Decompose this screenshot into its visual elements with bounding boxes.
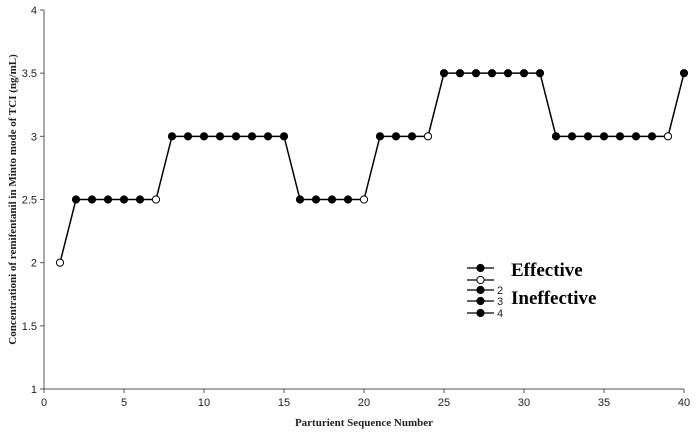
point-effective <box>103 195 113 204</box>
y-tick-label: 1 <box>31 384 37 396</box>
point-effective <box>71 195 81 204</box>
point-effective <box>247 132 257 141</box>
point-ineffective <box>423 132 433 141</box>
point-ineffective <box>55 258 65 267</box>
point-effective <box>231 132 241 141</box>
legend: Effective 234 Ineffective <box>467 260 596 320</box>
point-effective <box>215 132 225 141</box>
point-effective <box>87 195 97 204</box>
x-tick-label: 25 <box>438 397 450 409</box>
point-effective <box>135 195 145 204</box>
point-effective <box>535 69 545 78</box>
series-line <box>59 72 685 263</box>
point-effective <box>327 195 337 204</box>
point-effective <box>407 132 417 141</box>
legend-label: 4 <box>497 308 503 320</box>
x-tick-label: 15 <box>278 397 290 409</box>
point-effective <box>439 69 449 78</box>
y-tick-label: 1.5 <box>22 321 37 333</box>
point-effective <box>551 132 561 141</box>
x-tick-label: 0 <box>41 397 47 409</box>
point-effective <box>519 69 529 78</box>
x-tick-label: 10 <box>198 397 210 409</box>
point-effective <box>167 132 177 141</box>
legend-marker-filled <box>476 285 485 295</box>
legend-label: 2 <box>497 285 503 297</box>
point-effective <box>631 132 641 141</box>
y-tick-label: 2 <box>31 258 37 270</box>
point-effective <box>679 69 689 78</box>
y-tick-label: 4 <box>31 5 37 17</box>
legend-marker-filled <box>476 296 485 306</box>
point-effective <box>615 132 625 141</box>
point-effective <box>295 195 305 204</box>
point-effective <box>599 132 609 141</box>
point-ineffective <box>663 132 673 141</box>
y-tick-label: 3.5 <box>22 68 37 80</box>
point-effective <box>119 195 129 204</box>
point-effective <box>455 69 465 78</box>
x-axis-title: Parturient Sequence Number <box>295 417 433 429</box>
legend-label: Effective <box>511 260 583 281</box>
point-effective <box>263 132 273 141</box>
point-effective <box>279 132 289 141</box>
point-effective <box>311 195 321 204</box>
point-effective <box>183 132 193 141</box>
legend-marker-filled <box>476 308 485 318</box>
point-effective <box>647 132 657 141</box>
point-effective <box>391 132 401 141</box>
point-effective <box>375 132 385 141</box>
y-tick-label: 3 <box>31 131 37 143</box>
point-effective <box>471 69 481 78</box>
x-tick-label: 35 <box>598 397 610 409</box>
legend-marker-open <box>476 275 485 285</box>
y-tick-label: 2.5 <box>22 195 37 207</box>
x-tick-label: 30 <box>518 397 530 409</box>
legend-label: 3 <box>497 296 503 308</box>
point-effective <box>343 195 353 204</box>
x-tick-label: 20 <box>358 397 370 409</box>
y-axis-title: Concentrationi of remifentanil in Minto … <box>7 54 19 345</box>
x-tick-label: 5 <box>121 397 127 409</box>
series <box>55 69 689 267</box>
x-tick-label: 40 <box>678 397 690 409</box>
point-effective <box>503 69 513 78</box>
point-effective <box>567 132 577 141</box>
legend-marker-filled <box>476 263 485 273</box>
ticks: 0 5 10 15 20 25 30 35 40 1 1.5 2 2.5 3 3.5 4 <box>22 5 690 409</box>
point-effective <box>487 69 497 78</box>
point-ineffective <box>151 195 161 204</box>
point-effective <box>199 132 209 141</box>
point-effective <box>583 132 593 141</box>
legend-label-ineffective: Ineffective <box>511 288 596 309</box>
point-ineffective <box>359 195 369 204</box>
